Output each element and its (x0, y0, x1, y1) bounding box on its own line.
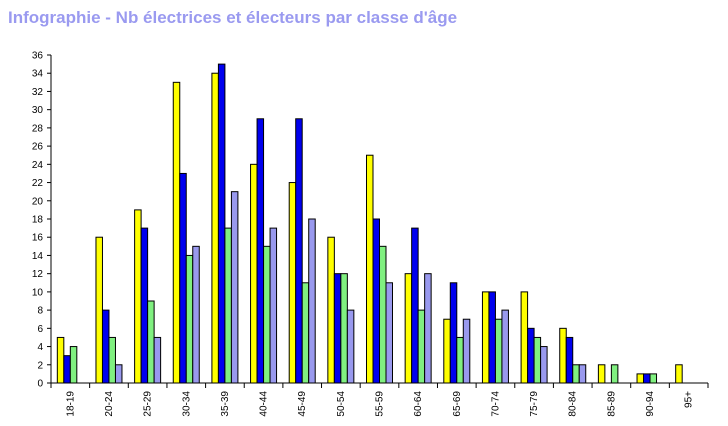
x-tick-label: 30-34 (181, 391, 192, 417)
x-tick-label: 55-59 (375, 391, 386, 417)
bar (578, 364, 587, 384)
y-tick-label: 4 (37, 342, 43, 353)
bar (56, 336, 65, 384)
y-tick-label: 24 (32, 160, 44, 171)
x-tick-label: 90-94 (645, 391, 656, 417)
bar (456, 336, 464, 384)
bar (417, 309, 426, 384)
bar (192, 245, 200, 384)
bar (327, 236, 335, 384)
bar (366, 154, 374, 384)
y-tick-label: 10 (32, 287, 44, 298)
bar (346, 309, 355, 384)
bar (140, 227, 149, 384)
bar (308, 218, 316, 384)
bar (649, 373, 658, 384)
y-tick-label: 26 (32, 142, 44, 153)
bar (172, 81, 181, 384)
y-tick-label: 28 (32, 123, 44, 134)
bar (256, 118, 265, 384)
y-tick-label: 20 (32, 196, 44, 207)
bar (610, 364, 619, 384)
bar (134, 209, 142, 384)
bar (424, 273, 432, 384)
x-tick-label: 95+ (684, 391, 695, 408)
y-tick-label: 36 (32, 51, 44, 62)
bar (379, 245, 387, 384)
y-tick-label: 2 (37, 360, 43, 371)
chart-title: Infographie - Nb électrices et électeurs… (8, 8, 458, 27)
bar (494, 318, 503, 384)
bar (488, 291, 496, 384)
y-tick-label: 0 (37, 379, 43, 390)
x-tick-label: 70-74 (490, 391, 501, 417)
bar (295, 118, 303, 384)
bar (269, 227, 278, 384)
y-tick-label: 12 (32, 269, 44, 280)
y-tick-label: 22 (32, 178, 44, 189)
bar (288, 182, 297, 384)
bar (643, 373, 651, 384)
bar (572, 364, 580, 384)
bar (404, 273, 413, 384)
bar (263, 245, 271, 384)
bar (69, 346, 78, 384)
bar (179, 172, 187, 384)
bar (559, 327, 567, 384)
y-tick-label: 8 (37, 306, 43, 317)
bar (211, 72, 219, 384)
y-tick-label: 18 (32, 215, 44, 226)
x-tick-label: 35-39 (220, 391, 231, 417)
bar (597, 364, 606, 384)
x-tick-label: 18-19 (65, 391, 76, 417)
bar (501, 309, 509, 384)
bar (385, 282, 393, 384)
y-tick-label: 30 (32, 105, 44, 116)
bar (108, 336, 116, 384)
bar (533, 336, 542, 384)
x-tick-label: 50-54 (336, 391, 347, 417)
x-tick-label: 45-49 (297, 391, 308, 417)
bar (185, 254, 194, 384)
bar (449, 282, 458, 384)
bar (301, 282, 310, 384)
y-tick-label: 34 (32, 69, 44, 80)
bar (372, 218, 380, 384)
bar (675, 364, 683, 384)
bar (250, 163, 258, 384)
bar (540, 346, 548, 384)
bar (217, 63, 226, 384)
bar (520, 291, 529, 384)
bar (147, 300, 155, 384)
bar (101, 309, 110, 384)
x-tick-label: 65-69 (452, 391, 463, 417)
bar (636, 373, 645, 384)
x-tick-label: 85-89 (606, 391, 617, 417)
bar (95, 236, 103, 384)
y-tick-label: 16 (32, 233, 44, 244)
bar (333, 273, 342, 384)
bar (481, 291, 490, 384)
y-tick-label: 6 (37, 324, 43, 335)
x-tick-label: 80-84 (568, 391, 579, 417)
x-tick-label: 75-79 (529, 391, 540, 417)
bar (63, 355, 71, 384)
bar (224, 227, 232, 384)
x-tick-label: 25-29 (143, 391, 154, 417)
bar (443, 318, 451, 384)
y-tick-label: 32 (32, 87, 44, 98)
y-tick-label: 14 (32, 251, 44, 262)
x-tick-label: 40-44 (259, 391, 270, 417)
bar (153, 336, 162, 384)
bar (565, 336, 574, 384)
bar (340, 273, 348, 384)
bar (462, 318, 471, 384)
bar (230, 191, 239, 384)
bar (527, 327, 535, 384)
x-tick-label: 20-24 (104, 391, 115, 417)
bar (114, 364, 123, 384)
bar (411, 227, 419, 384)
x-tick-label: 60-64 (413, 391, 424, 417)
